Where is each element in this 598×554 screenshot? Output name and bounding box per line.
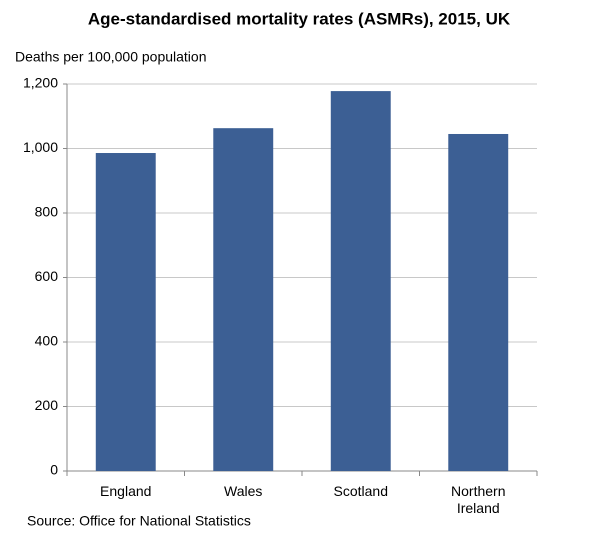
y-tick-label: 200 xyxy=(35,397,59,413)
x-tick-label: England xyxy=(100,483,152,499)
source: Source: Office for National Statistics xyxy=(27,513,251,529)
y-tick-label: 600 xyxy=(35,268,59,284)
x-tick-label: Wales xyxy=(224,483,263,499)
y-tick-label: 1,000 xyxy=(23,139,58,155)
y-tick-label: 1,200 xyxy=(23,75,58,91)
bar xyxy=(95,153,156,471)
x-tick-label: Scotland xyxy=(333,483,388,499)
bar xyxy=(330,91,391,471)
bar xyxy=(448,133,509,472)
y-axis-label: Deaths per 100,000 population xyxy=(15,49,206,65)
y-tick-label: 400 xyxy=(35,333,59,349)
x-tick-label: Northern Ireland xyxy=(451,483,506,516)
chart-title: Age-standardised mortality rates (ASMRs)… xyxy=(88,9,511,28)
y-tick-label: 800 xyxy=(35,204,59,220)
y-tick-label: 0 xyxy=(50,462,58,478)
bar xyxy=(213,128,274,471)
